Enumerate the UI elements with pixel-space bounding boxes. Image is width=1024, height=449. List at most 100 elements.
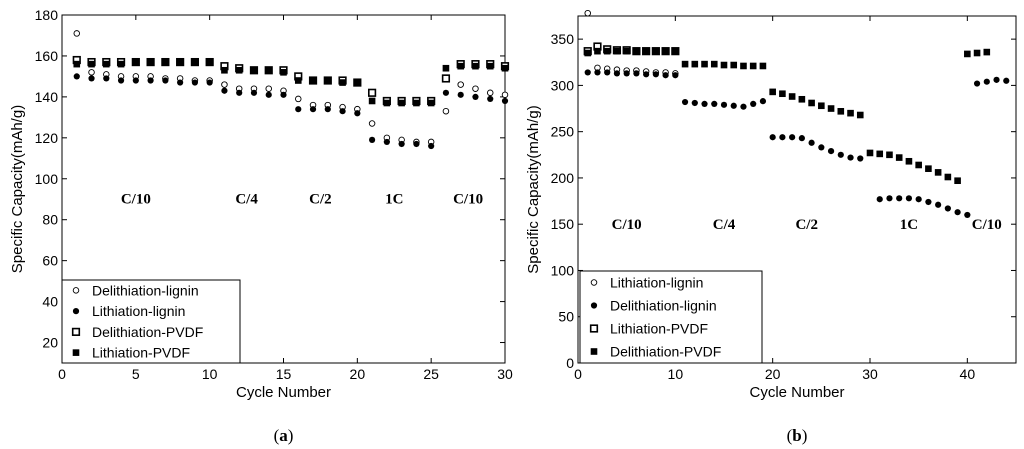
data-point [427, 99, 435, 107]
data-point [691, 99, 698, 107]
series-delithiation-pvdf [584, 47, 991, 185]
data-point [750, 100, 757, 108]
series-lithiation-pvdf [73, 58, 509, 107]
data-point [788, 93, 796, 100]
data-point [132, 77, 139, 84]
rate-label: C/10 [972, 217, 1002, 233]
data-point [501, 64, 509, 72]
data-point [236, 89, 243, 96]
data-point [789, 134, 796, 141]
legend-marker [589, 324, 599, 333]
data-point [191, 79, 198, 86]
data-point [398, 140, 405, 148]
y-tick-label: 140 [35, 89, 59, 105]
data-point [856, 111, 864, 119]
legend-entry: Delithiation-PVDF [92, 324, 203, 340]
data-point [442, 64, 450, 72]
data-point [250, 66, 258, 74]
data-point [73, 60, 81, 68]
data-point [584, 9, 591, 17]
panel-label: (b) [787, 426, 808, 445]
data-point [367, 88, 377, 97]
data-point [701, 60, 708, 68]
data-point [993, 76, 1000, 83]
data-point [662, 47, 669, 55]
data-point [309, 77, 317, 84]
data-point [221, 87, 228, 94]
data-point [280, 91, 287, 98]
y-tick-label: 300 [551, 77, 575, 93]
data-point [964, 211, 971, 219]
y-tick-label: 60 [42, 253, 58, 269]
data-point [265, 91, 272, 98]
data-point [915, 161, 922, 169]
data-point [720, 101, 728, 108]
data-point [324, 106, 331, 113]
data-point [769, 88, 776, 96]
legend-marker [590, 279, 598, 286]
y-tick-label: 200 [551, 170, 575, 186]
data-point [740, 62, 747, 70]
data-point [691, 60, 699, 68]
x-tick-label: 10 [668, 366, 684, 382]
data-point [604, 69, 611, 76]
data-point [886, 195, 893, 202]
data-point [886, 151, 893, 159]
data-point [457, 91, 464, 98]
rate-label: 1C [385, 191, 403, 207]
y-tick-label: 100 [35, 171, 59, 187]
data-point [837, 108, 845, 115]
data-point [711, 100, 718, 108]
y-tick-label: 350 [551, 31, 575, 47]
data-point [88, 60, 95, 68]
legend-marker [590, 302, 598, 309]
data-point [486, 62, 494, 70]
y-tick-label: 20 [42, 335, 58, 351]
data-point [672, 47, 679, 55]
data-point [457, 62, 464, 70]
legend-marker [72, 308, 80, 315]
x-tick-label: 15 [276, 366, 292, 382]
x-tick-label: 40 [960, 366, 976, 382]
data-point [779, 90, 786, 98]
data-point [954, 209, 961, 216]
y-tick-label: 40 [42, 294, 58, 310]
data-point [295, 106, 302, 113]
y-axis-title: Specific Capacity(mAh/g) [525, 105, 542, 273]
data-point [934, 169, 942, 176]
legend-entry: Delithiation-PVDF [610, 344, 721, 360]
data-point [818, 144, 825, 151]
data-point [808, 139, 815, 146]
data-point [250, 89, 258, 96]
y-tick-label: 180 [35, 7, 59, 23]
data-point [147, 58, 154, 66]
legend-entry: Lithiation-lignin [610, 275, 703, 291]
data-point [603, 47, 611, 55]
data-point [191, 58, 199, 66]
data-point [584, 49, 592, 57]
data-point [117, 77, 125, 84]
data-point [749, 62, 757, 70]
x-tick-label: 0 [58, 366, 66, 382]
data-point [954, 177, 961, 185]
data-point [973, 80, 981, 87]
data-point [876, 196, 883, 203]
data-point [441, 74, 451, 83]
data-point [895, 154, 903, 161]
data-point [798, 95, 806, 103]
data-point [964, 50, 971, 58]
data-point [944, 205, 951, 212]
legend-marker [590, 348, 598, 355]
data-point [642, 47, 650, 55]
data-point [309, 106, 317, 113]
data-point [354, 110, 361, 117]
data-point [368, 97, 376, 105]
data-point [701, 100, 708, 108]
data-point [584, 69, 591, 76]
x-tick-label: 30 [497, 366, 513, 382]
y-tick-label: 160 [35, 48, 59, 64]
rate-label: C/10 [612, 217, 642, 233]
x-tick-label: 20 [350, 366, 366, 382]
legend: Lithiation-lignin Delithiation-lignin Lith… [579, 270, 763, 364]
